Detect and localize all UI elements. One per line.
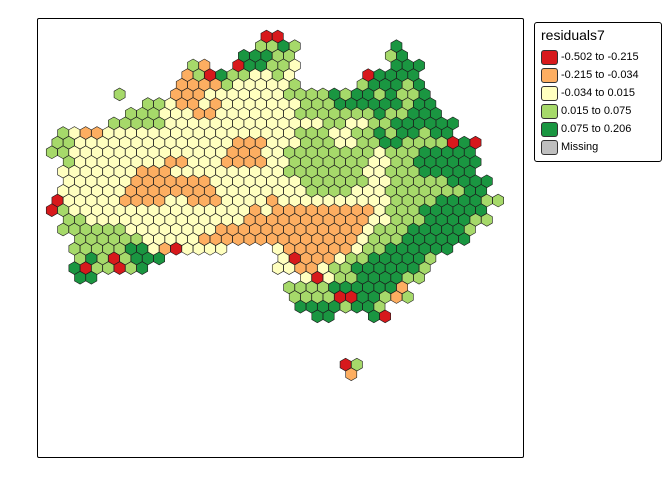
legend-item: -0.502 to -0.215 <box>541 50 659 67</box>
legend-label: 0.015 to 0.075 <box>561 105 632 117</box>
legend-swatch <box>541 50 558 65</box>
legend-label: -0.215 to -0.034 <box>561 69 639 81</box>
hex-cell <box>102 261 115 275</box>
legend-item: 0.075 to 0.206 <box>541 122 659 139</box>
legend-label: Missing <box>561 141 599 153</box>
hex-cell <box>379 309 391 324</box>
legend-item: Missing <box>541 140 659 157</box>
hex-cell <box>255 232 267 246</box>
hex-cell <box>204 242 216 256</box>
hex-cell <box>390 290 403 304</box>
hex-cell <box>45 203 58 217</box>
hex-cell <box>311 309 324 324</box>
legend-label: 0.075 to 0.206 <box>561 123 632 135</box>
hex-cell <box>57 222 69 237</box>
legend-item: -0.215 to -0.034 <box>541 68 659 85</box>
hex-cell <box>136 261 149 275</box>
hex-cell <box>243 232 256 246</box>
hex-cell <box>481 213 493 227</box>
hex-cell <box>74 271 86 285</box>
hex-cell <box>181 242 194 256</box>
hex-cell <box>85 271 98 285</box>
legend: residuals7 -0.502 to -0.215 -0.215 to -0… <box>534 22 662 162</box>
hex-cell <box>232 232 245 246</box>
hex-cell <box>125 261 137 275</box>
hex-cell <box>113 261 126 275</box>
legend-swatch <box>541 68 558 83</box>
hex-cell <box>492 193 504 208</box>
hex-cell <box>192 242 205 256</box>
hex-cell <box>113 87 126 102</box>
hex-cell <box>401 290 414 304</box>
legend-swatch <box>541 86 558 101</box>
hex-cell <box>283 261 295 275</box>
legend-label: -0.502 to -0.215 <box>561 51 639 63</box>
legend-title: residuals7 <box>541 27 605 43</box>
hex-cell <box>368 309 380 324</box>
hex-cell <box>153 251 165 266</box>
hex-cell <box>271 261 284 275</box>
hex-cells <box>45 29 504 381</box>
hex-cell <box>345 367 358 381</box>
hex-cell <box>339 299 352 314</box>
legend-label: -0.034 to 0.015 <box>561 87 636 99</box>
legend-swatch <box>541 140 558 155</box>
legend-swatch <box>541 104 558 119</box>
hex-cell <box>458 232 471 246</box>
hex-cell <box>45 145 58 160</box>
legend-item: -0.034 to 0.015 <box>541 86 659 103</box>
hex-cell <box>441 242 454 256</box>
hex-cell <box>413 271 425 285</box>
hex-cell <box>170 242 182 256</box>
hex-cell <box>322 309 335 324</box>
hex-cell <box>294 299 307 314</box>
hex-cell <box>351 299 363 314</box>
hex-cell <box>215 242 228 256</box>
legend-item: 0.015 to 0.075 <box>541 104 659 121</box>
legend-swatch <box>541 122 558 137</box>
